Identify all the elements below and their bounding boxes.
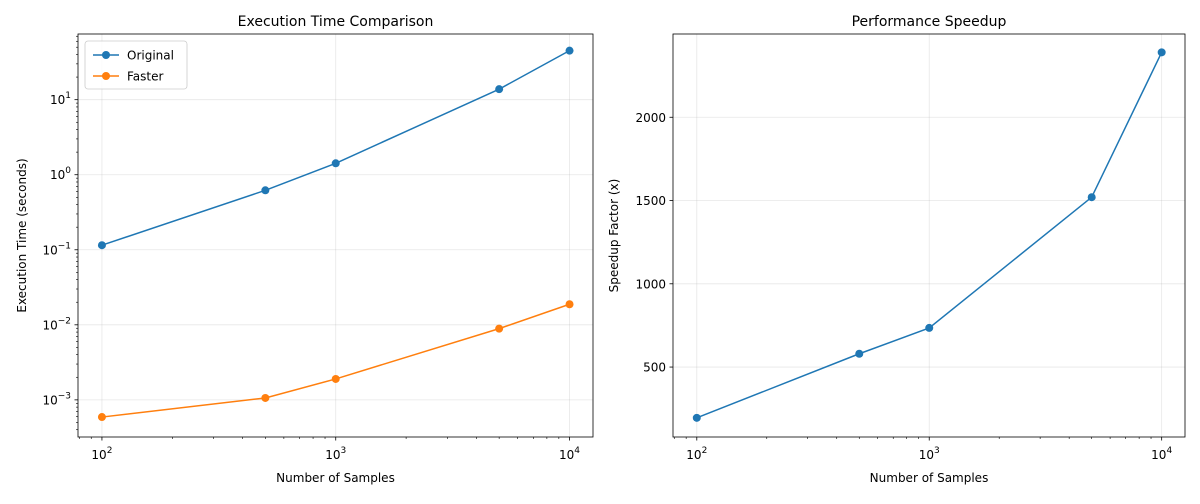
data-point [565,46,574,55]
plot-frame [77,33,594,438]
x-tick-label: 102 [686,446,707,462]
data-point [261,186,270,195]
x-tick-label: 104 [559,446,580,462]
y-tick-label: 10−2 [42,316,71,332]
legend: Original Faster [84,40,188,90]
data-point [1157,48,1166,57]
x-axis-label: Number of Samples [870,471,989,485]
data-point [261,393,270,402]
y-axis-label: Speedup Factor (x) [607,179,621,293]
legend-label: Faster [127,70,163,84]
y-tick-label: 10−1 [42,241,71,257]
chart-2: 102 103 104 500 1000 1500 2000 Performance Spee… [607,14,1186,485]
chart-1: 102 103 104 10−3 10−2 10−1 100 101 Execution Tim… [15,14,594,485]
plot-frame [672,33,1186,438]
data-point [1087,193,1096,202]
data-point [495,85,504,94]
x-tick-label: 103 [919,446,940,462]
x-axis-label: Number of Samples [276,471,395,485]
chart-title: Performance Speedup [852,14,1007,30]
y-tick-label: 1500 [635,194,666,208]
legend-box [84,40,188,90]
y-tick-label: 500 [643,361,666,375]
data-point [331,374,340,383]
data-point [692,413,701,422]
data-point [925,323,934,332]
y-tick-label: 1000 [635,277,666,291]
x-tick-label: 103 [325,446,346,462]
data-point [97,241,106,250]
data-point [855,349,864,358]
data-point [97,413,106,422]
y-tick-label: 10−3 [42,391,71,407]
chart-title: Execution Time Comparison [238,14,434,30]
y-tick-label: 2000 [635,111,666,125]
x-tick-label: 102 [91,446,112,462]
data-point [495,324,504,333]
y-tick-label: 101 [50,91,71,107]
legend-marker [102,72,110,80]
data-point [565,300,574,309]
y-tick-label: 100 [50,166,71,182]
legend-marker [102,51,110,59]
x-tick-label: 104 [1151,446,1172,462]
legend-label: Original [127,49,174,63]
y-axis-label: Execution Time (seconds) [15,158,29,312]
data-point [331,159,340,168]
